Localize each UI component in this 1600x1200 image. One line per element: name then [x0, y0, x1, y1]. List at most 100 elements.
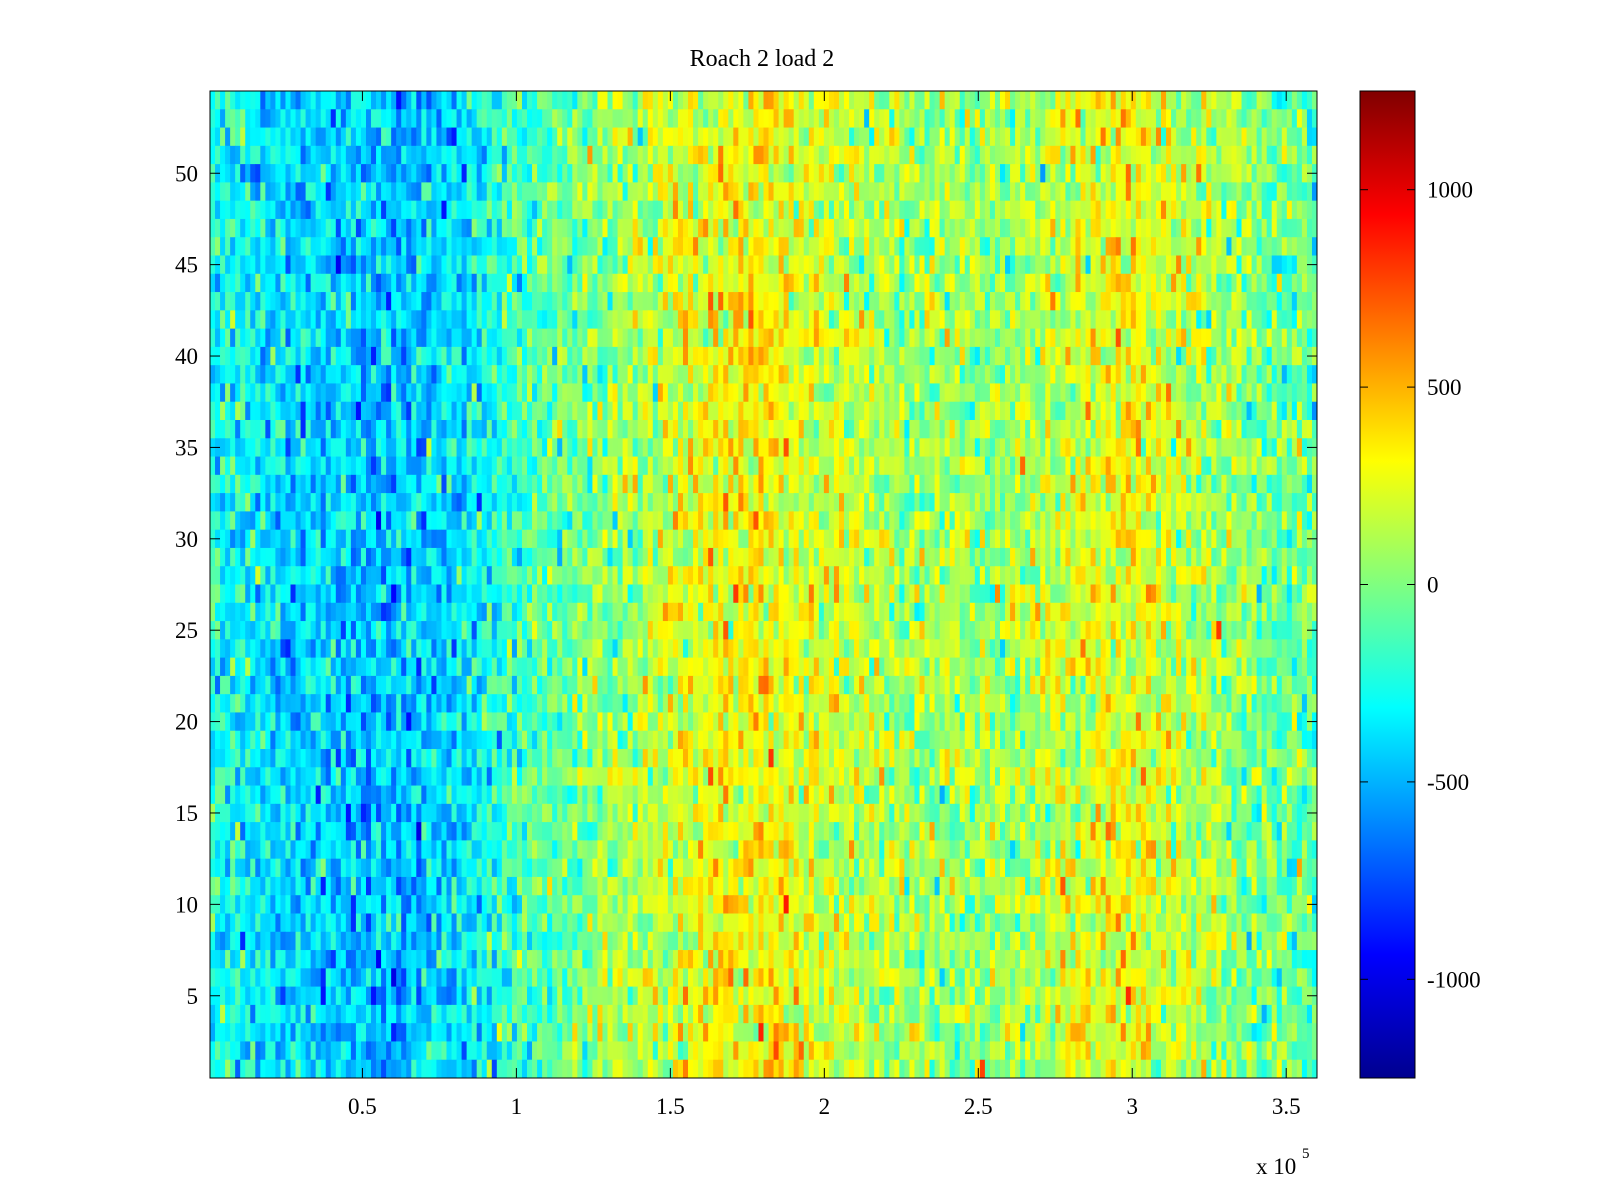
heatmap-cell [768, 292, 774, 311]
heatmap-cell [632, 109, 639, 128]
heatmap-cell [1291, 127, 1298, 147]
heatmap-cell [401, 145, 407, 165]
heatmap-cell [698, 310, 704, 330]
heatmap-cell [265, 164, 271, 183]
heatmap-cell [572, 328, 578, 348]
heatmap-cell [1090, 145, 1096, 165]
heatmap-cell [989, 164, 996, 183]
heatmap-cell [1296, 365, 1303, 384]
heatmap-cell [285, 474, 291, 494]
heatmap-cell [954, 420, 961, 439]
heatmap-cell [557, 164, 563, 183]
heatmap-cell [773, 255, 779, 275]
heatmap-cell [874, 401, 880, 421]
heatmap-cell [506, 91, 513, 110]
heatmap-cell [350, 474, 357, 494]
heatmap-cell [220, 109, 226, 128]
heatmap-cell [250, 237, 256, 256]
heatmap-cell [612, 401, 618, 421]
heatmap-cell [577, 292, 583, 311]
heatmap-cell [1115, 109, 1122, 128]
heatmap-cell [436, 365, 442, 384]
heatmap-cell [783, 200, 790, 220]
heatmap-cell [396, 310, 402, 330]
heatmap-cell [1286, 292, 1293, 311]
heatmap-cell [1070, 218, 1076, 238]
heatmap-cell [220, 218, 226, 238]
heatmap-cell [637, 328, 644, 348]
heatmap-cell [884, 438, 890, 457]
heatmap-cell [813, 383, 820, 403]
heatmap-cell [567, 328, 573, 348]
heatmap-cell [527, 328, 533, 348]
heatmap-cell [612, 474, 618, 494]
heatmap-cell [1115, 200, 1122, 220]
heatmap-cell [1291, 109, 1298, 128]
heatmap-cell [486, 91, 493, 110]
heatmap-cell [275, 127, 281, 147]
heatmap-cell [376, 383, 382, 403]
heatmap-cell [391, 273, 397, 293]
heatmap-cell [230, 218, 236, 238]
heatmap-cell [1090, 328, 1096, 348]
heatmap-cell [672, 218, 679, 238]
heatmap-cell [1030, 438, 1036, 457]
heatmap-cell [466, 200, 473, 220]
heatmap-cell [1266, 145, 1273, 165]
heatmap-cell [416, 91, 422, 110]
heatmap-cell [989, 127, 996, 147]
heatmap-cell [1256, 200, 1263, 220]
heatmap-cell [335, 182, 342, 202]
heatmap-cell [300, 493, 306, 512]
heatmap-cell [718, 218, 724, 238]
heatmap-cell [411, 273, 417, 293]
heatmap-cell [783, 273, 790, 293]
heatmap-cell [1155, 310, 1162, 330]
heatmap-cell [1080, 438, 1086, 457]
heatmap-cell [833, 109, 840, 128]
heatmap-cell [944, 328, 951, 348]
heatmap-cell [270, 328, 276, 348]
heatmap-cell [1145, 255, 1152, 275]
heatmap-cell [381, 164, 387, 183]
heatmap-cell [773, 438, 779, 457]
heatmap-cell [1090, 164, 1096, 183]
heatmap-cell [677, 273, 684, 293]
heatmap-cell [521, 346, 528, 366]
heatmap-cell [949, 182, 956, 202]
heatmap-cell [240, 328, 246, 348]
heatmap-cell [1161, 255, 1167, 275]
heatmap-cell [245, 493, 251, 512]
heatmap-cell [461, 456, 468, 476]
heatmap-cell [491, 328, 498, 348]
heatmap-cell [859, 182, 865, 202]
heatmap-cell [964, 346, 971, 366]
heatmap-cell [542, 456, 548, 476]
heatmap-cell [260, 109, 266, 128]
heatmap-cell [808, 255, 815, 275]
heatmap-cell [245, 237, 251, 256]
heatmap-cell [1080, 401, 1086, 421]
heatmap-cell [622, 164, 629, 183]
heatmap-cell [748, 420, 754, 439]
heatmap-cell [617, 91, 624, 110]
heatmap-cell [496, 218, 503, 238]
heatmap-cell [1171, 292, 1177, 311]
heatmap-cell [768, 328, 774, 348]
heatmap-cell [818, 383, 825, 403]
heatmap-cell [728, 145, 734, 165]
heatmap-cell [949, 200, 956, 220]
heatmap-cell [1201, 383, 1207, 403]
heatmap-cell [355, 145, 362, 165]
heatmap-cell [300, 273, 306, 293]
heatmap-cell [386, 401, 392, 421]
heatmap-cell [431, 493, 437, 512]
heatmap-cell [516, 292, 523, 311]
heatmap-cell [1035, 456, 1041, 476]
heatmap-cell [230, 145, 236, 165]
heatmap-cell [1276, 237, 1283, 256]
heatmap-cell [1130, 474, 1137, 494]
heatmap-cell [1271, 145, 1278, 165]
heatmap-cell [703, 328, 709, 348]
heatmap-cell [869, 182, 875, 202]
